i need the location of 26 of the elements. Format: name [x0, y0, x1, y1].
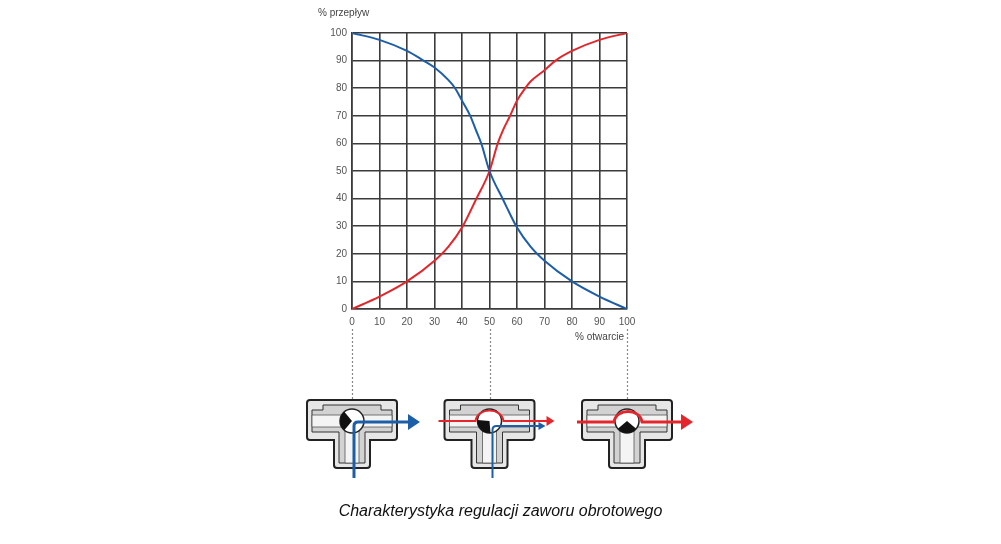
y-tick-label: 10 [335, 275, 348, 287]
y-tick-label: 70 [335, 109, 348, 121]
x-tick-label: 20 [401, 315, 413, 327]
x-tick-label: 70 [538, 315, 551, 327]
y-tick-label: 50 [335, 164, 348, 176]
x-axis-title: % otwarcie [575, 330, 625, 342]
y-tick-label: 30 [335, 219, 348, 231]
x-tick-label: 100 [618, 315, 636, 327]
x-tick-label: 10 [373, 315, 386, 327]
x-tick-label: 40 [456, 315, 468, 327]
x-tick-label: 90 [593, 315, 606, 327]
y-tick-label: 60 [335, 137, 348, 149]
y-tick-label: 40 [335, 192, 348, 204]
x-tick-label: 60 [511, 315, 523, 327]
y-axis-title: % przepływ [318, 6, 370, 18]
y-tick-label: 20 [335, 247, 348, 259]
x-tick-label: 30 [428, 315, 441, 327]
x-tick-label: 80 [566, 315, 578, 327]
x-tick-label: 0 [349, 315, 356, 327]
y-tick-label: 100 [330, 26, 348, 38]
y-tick-label: 80 [335, 81, 348, 93]
y-tick-label: 0 [341, 302, 348, 314]
y-tick-label: 90 [335, 54, 348, 66]
text: Charakterystyka regulacji zaworu obrotowego [337, 502, 664, 520]
line-series [352, 33, 627, 309]
x-tick-label: 50 [483, 315, 496, 327]
